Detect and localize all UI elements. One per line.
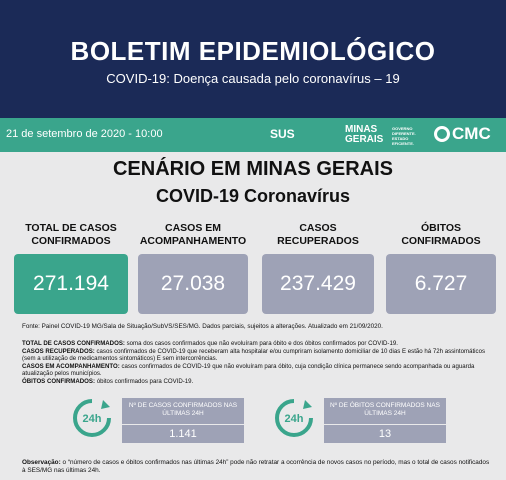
definition: ÓBITOS CONFIRMADOS: óbitos confirmados p… xyxy=(22,378,492,386)
banner xyxy=(0,0,506,118)
card-label: TOTAL DE CASOS CONFIRMADOS xyxy=(25,222,117,247)
daily-box: Nº DE ÓBITOS CONFIRMADOS NAS ÚLTIMAS 24H… xyxy=(324,398,446,443)
icon-label: 24h xyxy=(285,413,304,425)
definition-term: CASOS EM ACOMPANHAMENTO: xyxy=(22,362,120,370)
card-value: 27.038 xyxy=(138,254,248,314)
daily-label: Nº DE CASOS CONFIRMADOS NAS ÚLTIMAS 24H xyxy=(122,398,244,424)
obs-text: o “número de casos e óbitos confirmados … xyxy=(22,459,490,474)
title: BOLETIM EPIDEMIOLÓGICO xyxy=(70,36,436,66)
arc xyxy=(275,399,313,437)
logo-cmc: CMC xyxy=(452,124,491,143)
section-subtitle: COVID-19 Coronavírus xyxy=(155,186,351,206)
definition: CASOS EM ACOMPANHAMENTO: casos confirmad… xyxy=(22,363,492,378)
arrow xyxy=(303,400,312,409)
definition-term: TOTAL DE CASOS CONFIRMADOS: xyxy=(22,340,125,347)
arrow xyxy=(101,400,110,409)
definition-text: casos confirmados de COVID-19 que não ev… xyxy=(22,362,475,378)
definition-term: ÓBITOS CONFIRMADOS: xyxy=(22,377,96,385)
card-value: 6.727 xyxy=(386,254,496,314)
definition: TOTAL DE CASOS CONFIRMADOS: soma dos cas… xyxy=(22,340,492,348)
daily-value: 13 xyxy=(324,424,446,443)
logo-tagline: GOVERNO DIFERENTE. ESTADO EFICIENTE. xyxy=(392,126,416,146)
definition-term: CASOS RECUPERADOS: xyxy=(22,347,95,355)
definition-text: soma dos casos confirmados que não evolu… xyxy=(126,340,398,347)
logo-ring xyxy=(434,126,450,142)
daily-box: Nº DE CASOS CONFIRMADOS NAS ÚLTIMAS 24H 1… xyxy=(122,398,244,443)
daily-label: Nº DE ÓBITOS CONFIRMADOS NAS ÚLTIMAS 24H xyxy=(324,398,446,424)
logo-mg: MINAS GERAIS xyxy=(345,124,384,145)
info-strip xyxy=(0,118,506,152)
definition-text: casos confirmados de COVID-19 que recebe… xyxy=(22,347,486,363)
card-label: ÓBITOS CONFIRMADOS xyxy=(401,222,481,247)
card-label: CASOS EM ACOMPANHAMENTO xyxy=(139,222,247,247)
date: 21 de setembro de 2020 - 10:00 xyxy=(6,128,163,140)
source: Fonte: Painel COVID-19 MG/Sala de Situaç… xyxy=(22,323,383,330)
daily-value: 1.141 xyxy=(122,424,244,443)
subtitle: COVID-19: Doença causada pelo coronavíru… xyxy=(106,71,400,86)
card-value: 237.429 xyxy=(262,254,374,314)
card-value: 271.194 xyxy=(14,254,128,314)
definition-text: óbitos confirmados para COVID-19. xyxy=(96,377,194,385)
clock-icon: 24h xyxy=(275,399,313,437)
definition: CASOS RECUPERADOS: casos confirmados de … xyxy=(22,348,492,363)
arc xyxy=(73,399,111,437)
logo-sus: SUS xyxy=(270,127,295,141)
obs-term: Observação: xyxy=(22,459,61,466)
section-title: CENÁRIO EM MINAS GERAIS xyxy=(112,158,394,180)
clock-icon: 24h xyxy=(73,399,111,437)
observation: Observação: o “número de casos e óbitos … xyxy=(22,459,492,475)
card-label: CASOS RECUPERADOS xyxy=(277,222,359,247)
definitions: TOTAL DE CASOS CONFIRMADOS: soma dos cas… xyxy=(22,340,492,386)
icon-label: 24h xyxy=(83,413,102,425)
